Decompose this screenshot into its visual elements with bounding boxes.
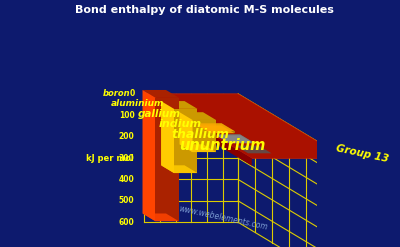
Polygon shape [198, 123, 211, 133]
Text: 0: 0 [129, 89, 134, 98]
Polygon shape [174, 109, 198, 173]
Text: 100: 100 [119, 111, 134, 120]
Text: 600: 600 [119, 218, 134, 227]
Polygon shape [161, 101, 198, 109]
Polygon shape [211, 131, 234, 133]
Polygon shape [217, 134, 253, 142]
Text: Bond enthalpy of diatomic M-S molecules: Bond enthalpy of diatomic M-S molecules [75, 5, 334, 15]
Text: boron: boron [103, 89, 131, 98]
Polygon shape [180, 144, 216, 152]
Polygon shape [156, 98, 179, 221]
Text: aluminium: aluminium [111, 99, 164, 108]
Text: 400: 400 [119, 175, 134, 184]
Polygon shape [142, 90, 156, 221]
Polygon shape [142, 213, 179, 221]
Text: ununtrium: ununtrium [179, 138, 265, 153]
Polygon shape [161, 165, 198, 173]
Text: kJ per mol: kJ per mol [86, 154, 134, 163]
Text: www.webelements.com: www.webelements.com [178, 205, 269, 232]
Polygon shape [192, 120, 216, 152]
Text: 500: 500 [119, 196, 134, 206]
Polygon shape [217, 134, 253, 142]
Polygon shape [230, 142, 253, 143]
Text: thallium: thallium [172, 128, 230, 142]
Polygon shape [180, 112, 192, 152]
Polygon shape [217, 136, 253, 143]
Text: gallium: gallium [137, 109, 180, 119]
Polygon shape [235, 145, 272, 153]
Polygon shape [161, 101, 174, 173]
Polygon shape [198, 123, 234, 131]
Text: 300: 300 [119, 154, 134, 163]
Text: indium: indium [158, 119, 202, 128]
Text: 200: 200 [119, 132, 134, 141]
Polygon shape [198, 125, 234, 133]
Polygon shape [198, 123, 234, 131]
Polygon shape [217, 134, 230, 143]
Text: Group 13: Group 13 [336, 143, 390, 164]
Polygon shape [144, 94, 346, 158]
Polygon shape [144, 94, 252, 166]
Polygon shape [180, 112, 216, 120]
Polygon shape [142, 90, 179, 98]
